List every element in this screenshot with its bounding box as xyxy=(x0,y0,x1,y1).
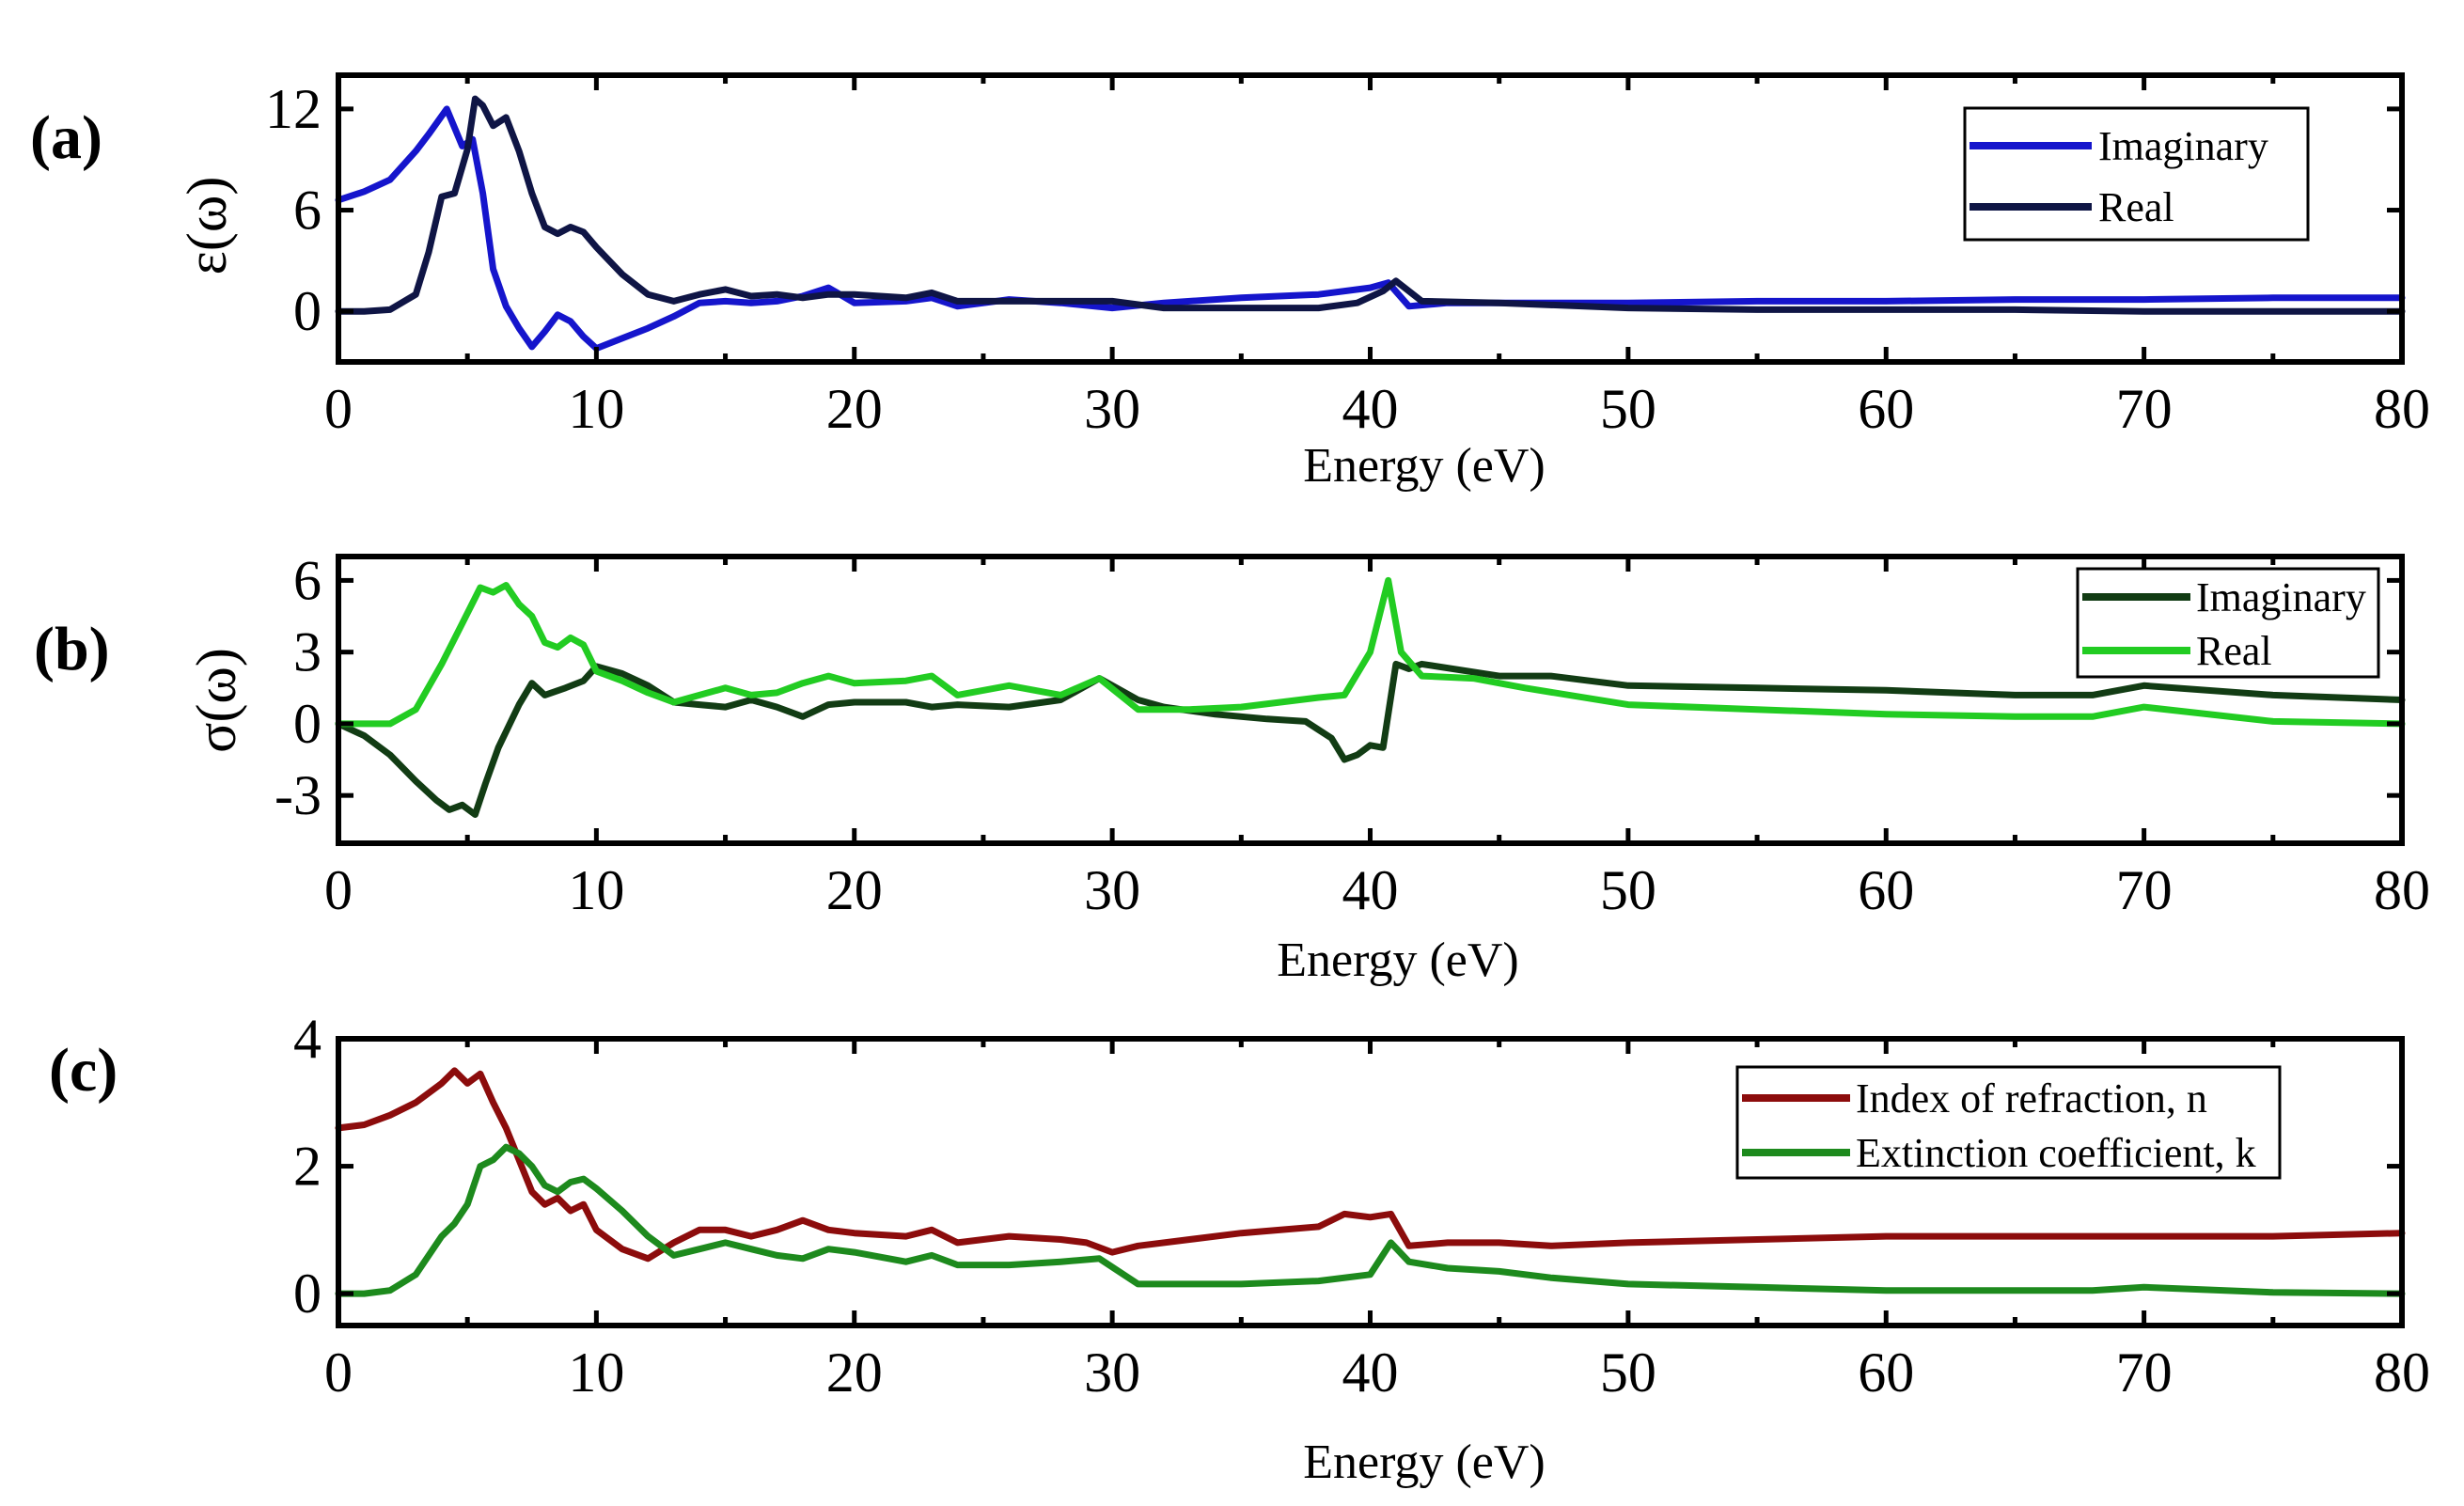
x-tick-label-c: 40 xyxy=(1342,1341,1399,1404)
y-tick-label-c: 0 xyxy=(293,1263,322,1325)
series-line-b-0 xyxy=(335,660,2406,818)
series-line-c-0 xyxy=(335,1067,2406,1263)
x-tick-label-c: 80 xyxy=(2374,1341,2430,1404)
y-tick-label-b: 0 xyxy=(293,693,322,755)
panel-label-b: (b) xyxy=(34,615,110,683)
x-tick-label-a: 60 xyxy=(1858,378,1914,440)
x-tick-label-a: 20 xyxy=(826,378,883,440)
x-tick-label-c: 70 xyxy=(2116,1341,2173,1404)
x-tick-label-c: 50 xyxy=(1600,1341,1656,1404)
x-tick-label-a: 0 xyxy=(324,378,353,440)
x-tick-label-a: 30 xyxy=(1084,378,1140,440)
y-axis-label-b: σ(ω) xyxy=(185,648,247,753)
x-tick-label-b: 20 xyxy=(826,859,883,921)
x-tick-label-c: 20 xyxy=(826,1341,883,1404)
y-tick-label-a: 0 xyxy=(293,280,322,342)
x-axis-label-a: Energy (eV) xyxy=(1303,439,1546,493)
legend-box-b xyxy=(2076,567,2380,679)
series-line-a-1 xyxy=(335,95,2406,315)
x-tick-label-b: 40 xyxy=(1342,859,1399,921)
x-tick-label-b: 50 xyxy=(1600,859,1656,921)
x-tick-label-a: 40 xyxy=(1342,378,1399,440)
x-tick-label-b: 30 xyxy=(1084,859,1140,921)
legend-c: Index of refraction, n Extinction coeffi… xyxy=(1735,1065,2282,1180)
legend-box-a xyxy=(1963,106,2310,242)
x-tick-label-a: 70 xyxy=(2116,378,2173,440)
series-line-b-1 xyxy=(335,576,2406,728)
x-tick-label-c: 0 xyxy=(324,1341,353,1404)
x-tick-label-a: 10 xyxy=(568,378,624,440)
legend-item-c-1: Extinction coefficient, k xyxy=(1856,1130,2256,1176)
y-axis-label-a: ε(ω) xyxy=(176,177,238,275)
y-tick-label-a: 6 xyxy=(293,180,322,242)
x-tick-label-b: 10 xyxy=(568,859,624,921)
y-tick-label-b: 3 xyxy=(293,621,322,683)
x-tick-label-b: 60 xyxy=(1858,859,1914,921)
series-line-c-1 xyxy=(335,1143,2406,1297)
x-tick-label-b: 0 xyxy=(324,859,353,921)
legend-item-a-1: Real xyxy=(2098,184,2174,230)
x-tick-label-c: 30 xyxy=(1084,1341,1140,1404)
x-axis-label-c: Energy (eV) xyxy=(1303,1435,1546,1489)
panel-a: (a) ε(ω) Energy (eV) 0 10 20 30 40 50 60 70 80 0 6… xyxy=(30,72,2430,493)
y-tick-label-c: 2 xyxy=(293,1136,322,1198)
panel-b: (b) σ(ω) Energy (eV) 0 10 20 30 40 50 60 70 80-3… xyxy=(34,549,2430,987)
y-tick-label-b: 6 xyxy=(293,549,322,611)
y-tick-label-c: 4 xyxy=(293,1008,322,1070)
panel-c: (c) Energy (eV) 0 10 20 30 40 50 60 70 80 0 2 4 Ind… xyxy=(49,1008,2430,1489)
x-tick-label-b: 80 xyxy=(2374,859,2430,921)
x-tick-label-c: 60 xyxy=(1858,1341,1914,1404)
legend-a: Imaginary Real xyxy=(1963,106,2310,242)
legend-box-c xyxy=(1735,1065,2282,1180)
x-axis-label-b: Energy (eV) xyxy=(1277,933,1519,987)
legend-item-b-1: Real xyxy=(2196,628,2272,674)
x-tick-label-a: 80 xyxy=(2374,378,2430,440)
legend-item-c-0: Index of refraction, n xyxy=(1856,1075,2207,1122)
panel-label-a: (a) xyxy=(30,103,102,172)
x-tick-label-b: 70 xyxy=(2116,859,2173,921)
x-tick-label-a: 50 xyxy=(1600,378,1656,440)
y-tick-label-a: 12 xyxy=(265,78,322,140)
panel-label-c: (c) xyxy=(49,1036,118,1105)
legend-item-b-0: Imaginary xyxy=(2196,574,2366,620)
legend-b: Imaginary Real xyxy=(2076,567,2380,679)
y-tick-label-b: -3 xyxy=(275,764,322,826)
legend-item-a-0: Imaginary xyxy=(2098,123,2268,169)
x-tick-label-c: 10 xyxy=(568,1341,624,1404)
